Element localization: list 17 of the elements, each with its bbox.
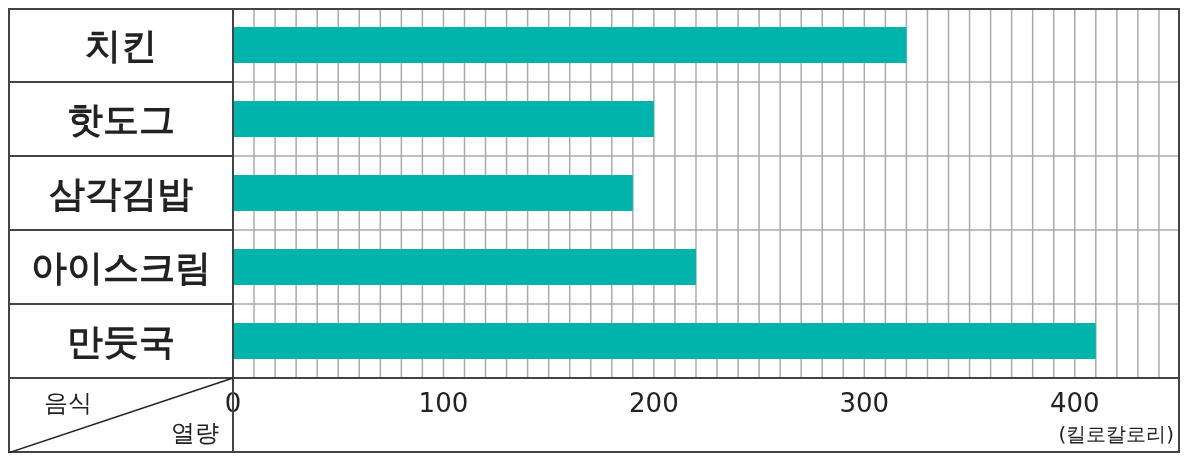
x-tick-label: 400 <box>1049 388 1100 418</box>
text: (킬로칼로리) <box>1058 422 1174 446</box>
bar <box>233 249 696 285</box>
bar <box>233 323 1096 359</box>
y-axis-title: 음식 <box>44 389 92 417</box>
y-tick-label: 만둣국 <box>66 321 175 362</box>
bar <box>233 27 907 63</box>
x-tick-label: 200 <box>629 388 679 418</box>
x-tick-label: 100 <box>418 388 469 418</box>
y-tick-label: 핫도그 <box>66 99 175 140</box>
x-axis-title: 열량 <box>171 419 219 447</box>
y-tick-label: 아이스크림 <box>30 247 211 288</box>
x-tick-label: 300 <box>839 388 890 418</box>
bar <box>233 175 633 211</box>
y-tick-label: 치킨 <box>84 25 157 66</box>
y-tick-label: 삼각김밥 <box>48 173 193 214</box>
bar <box>233 101 654 137</box>
